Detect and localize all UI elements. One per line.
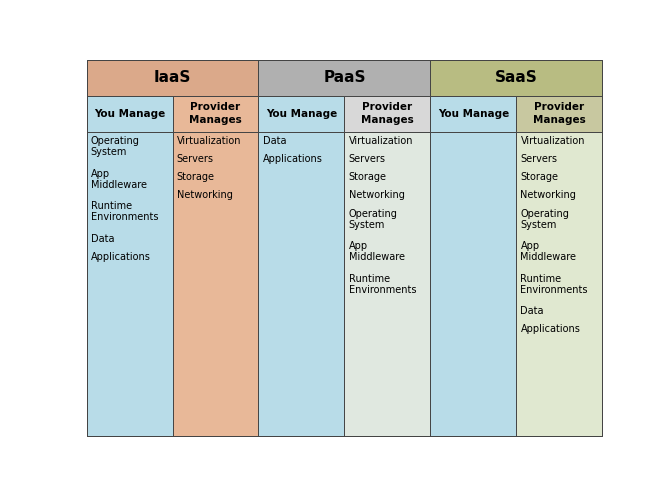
FancyBboxPatch shape bbox=[259, 96, 345, 132]
Text: Data: Data bbox=[91, 234, 114, 244]
Text: Networking: Networking bbox=[177, 191, 233, 200]
Text: Runtime
Environments: Runtime Environments bbox=[91, 201, 159, 222]
Text: Storage: Storage bbox=[177, 172, 214, 182]
FancyBboxPatch shape bbox=[173, 96, 259, 132]
FancyBboxPatch shape bbox=[430, 60, 602, 96]
Text: Storage: Storage bbox=[349, 172, 386, 182]
Text: Servers: Servers bbox=[349, 154, 386, 164]
Text: Data: Data bbox=[520, 306, 544, 316]
FancyBboxPatch shape bbox=[430, 132, 516, 436]
FancyBboxPatch shape bbox=[345, 132, 430, 436]
Text: You Manage: You Manage bbox=[266, 109, 337, 118]
Text: Virtualization: Virtualization bbox=[177, 136, 241, 146]
FancyBboxPatch shape bbox=[173, 132, 259, 436]
Text: Operating
System: Operating System bbox=[91, 136, 140, 157]
FancyBboxPatch shape bbox=[345, 96, 430, 132]
FancyBboxPatch shape bbox=[259, 132, 345, 436]
Text: App
Middleware: App Middleware bbox=[520, 241, 577, 262]
Text: Applications: Applications bbox=[520, 325, 581, 334]
Text: SaaS: SaaS bbox=[495, 70, 538, 85]
Text: Servers: Servers bbox=[520, 154, 558, 164]
Text: Networking: Networking bbox=[520, 191, 577, 200]
FancyBboxPatch shape bbox=[430, 96, 516, 132]
Text: Runtime
Environments: Runtime Environments bbox=[520, 273, 588, 295]
FancyBboxPatch shape bbox=[516, 132, 602, 436]
Text: Operating
System: Operating System bbox=[349, 209, 397, 230]
Text: Applications: Applications bbox=[91, 252, 151, 262]
Text: Runtime
Environments: Runtime Environments bbox=[349, 273, 416, 295]
Text: Applications: Applications bbox=[263, 154, 323, 164]
Text: IaaS: IaaS bbox=[154, 70, 192, 85]
Text: PaaS: PaaS bbox=[323, 70, 366, 85]
FancyBboxPatch shape bbox=[259, 60, 430, 96]
Text: Virtualization: Virtualization bbox=[520, 136, 585, 146]
FancyBboxPatch shape bbox=[87, 132, 173, 436]
Text: Operating
System: Operating System bbox=[520, 209, 569, 230]
Text: Data: Data bbox=[263, 136, 286, 146]
Text: Provider
Manages: Provider Manages bbox=[533, 102, 585, 125]
Text: Provider
Manages: Provider Manages bbox=[361, 102, 414, 125]
Text: App
Middleware: App Middleware bbox=[91, 168, 146, 190]
FancyBboxPatch shape bbox=[87, 96, 173, 132]
FancyBboxPatch shape bbox=[516, 96, 602, 132]
Text: Virtualization: Virtualization bbox=[349, 136, 413, 146]
Text: App
Middleware: App Middleware bbox=[349, 241, 405, 262]
Text: Provider
Manages: Provider Manages bbox=[189, 102, 242, 125]
Text: You Manage: You Manage bbox=[94, 109, 165, 118]
Text: Networking: Networking bbox=[349, 191, 405, 200]
FancyBboxPatch shape bbox=[87, 60, 259, 96]
Text: You Manage: You Manage bbox=[437, 109, 509, 118]
Text: Servers: Servers bbox=[177, 154, 214, 164]
Text: Storage: Storage bbox=[520, 172, 558, 182]
